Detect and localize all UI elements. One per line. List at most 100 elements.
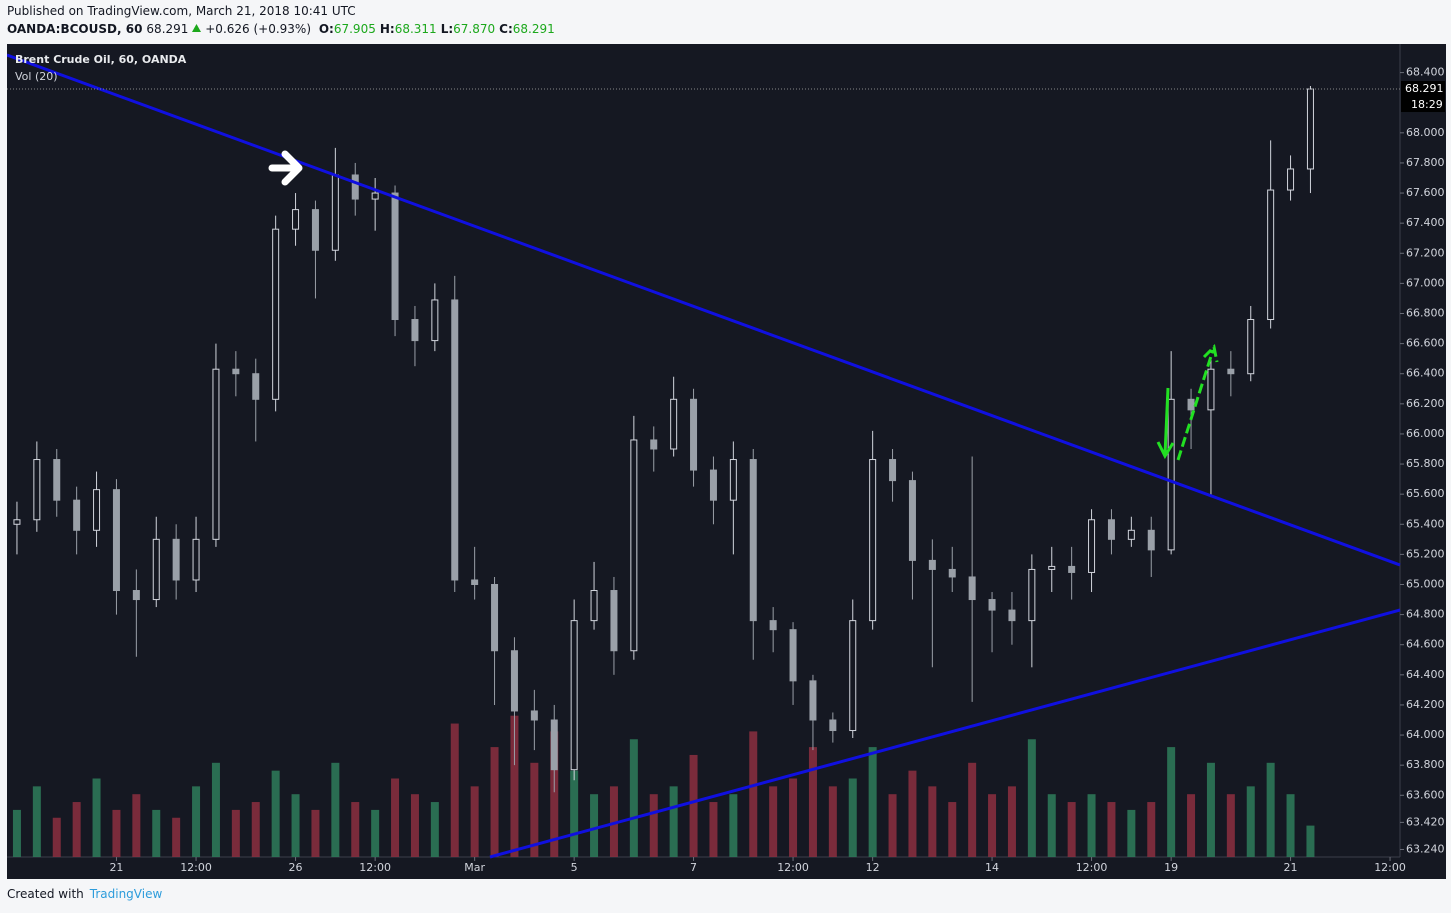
candle-body <box>729 459 737 501</box>
candle-body <box>670 398 678 450</box>
volume-bar <box>1127 809 1136 857</box>
candle-body <box>331 174 339 251</box>
ohlc-value: 68.291 <box>512 22 555 36</box>
volume-bar <box>391 778 400 857</box>
candle-body <box>53 459 61 501</box>
y-tick-label: 67.600 <box>1406 186 1445 199</box>
candle-body <box>630 439 638 652</box>
candle-body <box>690 398 698 471</box>
candle-body <box>1147 529 1155 551</box>
y-tick-label: 67.800 <box>1406 156 1445 169</box>
x-tick-label: 12:00 <box>180 861 212 874</box>
y-tick-label: 66.000 <box>1406 427 1445 440</box>
volume-bar <box>251 802 260 857</box>
y-tick-label: 68.000 <box>1406 126 1445 139</box>
volume-bar <box>430 802 439 857</box>
last-price-label: 68.291 <box>1405 82 1444 95</box>
x-tick-label: 21 <box>1284 861 1298 874</box>
y-tick-label: 63.800 <box>1406 758 1445 771</box>
volume-bar <box>948 802 957 857</box>
candle-body <box>172 538 180 581</box>
y-tick-label: 67.000 <box>1406 276 1445 289</box>
candle-body <box>491 583 499 652</box>
last-price-box <box>1401 81 1445 113</box>
candle-body <box>988 599 996 611</box>
volume-bar <box>1027 739 1036 857</box>
volume-bar <box>331 762 340 857</box>
candle-body <box>928 559 936 570</box>
volume-bar <box>550 731 559 857</box>
volume-bar <box>1266 762 1275 857</box>
volume-bar <box>152 809 161 857</box>
candle-body <box>311 209 319 251</box>
candle-body <box>292 209 300 230</box>
y-tick-label: 64.200 <box>1406 698 1445 711</box>
candle-body <box>650 439 658 450</box>
candle-body <box>272 228 280 400</box>
volume-bar <box>291 794 300 857</box>
candle-body <box>869 459 877 622</box>
volume-bar <box>629 739 638 857</box>
candle-body <box>1187 398 1195 411</box>
candle-body <box>232 368 240 375</box>
candle-body <box>889 459 897 482</box>
volume-bar <box>1246 786 1255 857</box>
brand[interactable]: TradingView <box>89 887 163 901</box>
candle-body <box>451 299 459 581</box>
volume-bar <box>510 715 519 857</box>
candle-body <box>570 620 578 771</box>
volume-bar <box>1147 802 1156 857</box>
trend-line <box>489 608 1401 859</box>
volume-bar <box>689 754 698 857</box>
candle-body <box>1207 368 1215 411</box>
volume-bar <box>848 778 857 857</box>
y-tick-label: 66.800 <box>1406 306 1445 319</box>
x-tick-label: 12:00 <box>777 861 809 874</box>
up-triangle <box>192 24 202 32</box>
y-tick-label: 67.400 <box>1406 216 1445 229</box>
candle-body <box>411 319 419 342</box>
candle-body <box>152 538 160 601</box>
volume-bar <box>351 802 360 857</box>
candle-body <box>1048 565 1056 570</box>
y-tick-label: 64.800 <box>1406 608 1445 621</box>
y-tick-label: 64.000 <box>1406 728 1445 741</box>
candle-body <box>192 538 200 581</box>
green-arrow <box>1176 343 1219 461</box>
volume-bar <box>868 747 877 857</box>
ohlc: O:67.905 H:68.311 L:67.870 C:68.291 <box>319 22 559 36</box>
volume-bar <box>1306 825 1315 857</box>
volume-bar <box>709 802 718 857</box>
candle-body <box>1068 565 1076 573</box>
volume-bar <box>828 786 837 857</box>
countdown: 18:29 <box>1411 98 1443 111</box>
y-tick-label: 65.000 <box>1406 577 1445 590</box>
candle-body <box>829 719 837 732</box>
candle-body <box>371 192 379 200</box>
candle-body <box>510 650 518 712</box>
candle-body <box>1088 519 1096 573</box>
footer: Created with TradingView <box>7 887 162 901</box>
last: 68.291 <box>146 22 189 36</box>
candle-body <box>1287 168 1295 191</box>
x-tick-label: 12:00 <box>1374 861 1406 874</box>
volume-bar <box>769 786 778 857</box>
candle-body <box>1227 368 1235 375</box>
candle-body <box>73 499 81 531</box>
volume-bar <box>908 770 917 857</box>
x-tick-label: 21 <box>109 861 123 874</box>
volume-bar <box>789 778 798 857</box>
volume-bar <box>371 809 380 857</box>
y-tick-label: 66.600 <box>1406 337 1445 350</box>
x-tick-label: 19 <box>1164 861 1178 874</box>
volume-bar <box>1167 747 1176 857</box>
volume-bar <box>32 786 41 857</box>
candle-body <box>93 489 101 531</box>
background <box>7 44 1446 879</box>
volume-bar <box>12 809 21 857</box>
volume-bar <box>1226 794 1235 857</box>
volume-bar <box>92 778 101 857</box>
volume-bar <box>450 723 459 857</box>
volume-bar <box>530 762 539 857</box>
